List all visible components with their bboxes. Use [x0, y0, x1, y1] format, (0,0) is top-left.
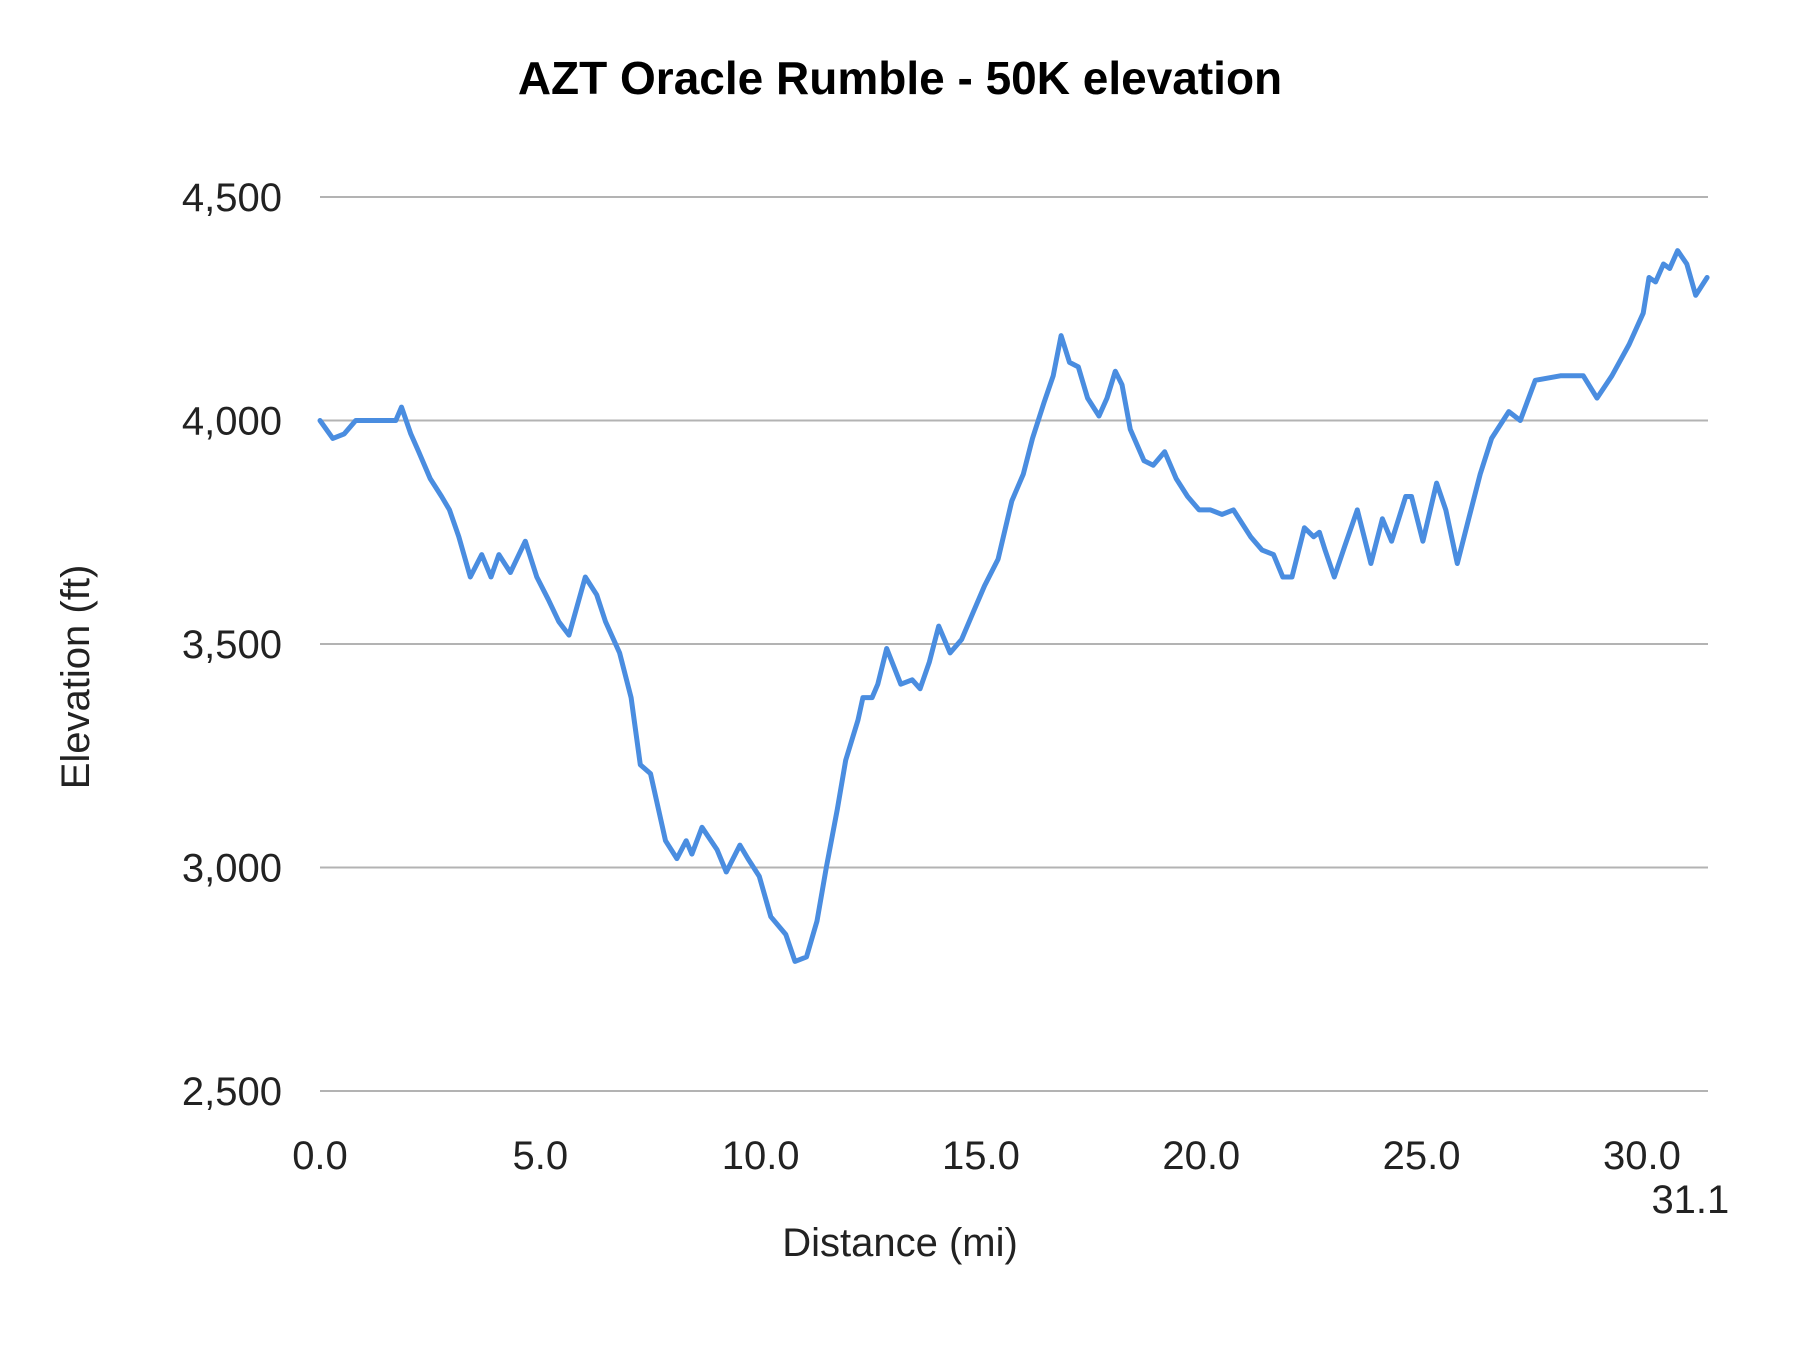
elevation-line — [317, 248, 1710, 964]
x-tick-label: 20.0 — [1162, 1134, 1240, 1178]
x-tick-label: 0.0 — [292, 1134, 348, 1178]
chart-title: AZT Oracle Rumble - 50K elevation — [518, 52, 1282, 104]
x-tick-label: 10.0 — [722, 1134, 800, 1178]
gridlines — [320, 196, 1708, 1092]
y-axis-ticks: 4,500 4,000 3,500 3,000 2,500 — [182, 176, 282, 1114]
x-tick-label: 30.0 — [1603, 1134, 1681, 1178]
y-tick-label: 3,500 — [182, 623, 282, 667]
x-tick-label: 25.0 — [1383, 1134, 1461, 1178]
y-tick-label: 2,500 — [182, 1070, 282, 1114]
x-tick-label: 15.0 — [942, 1134, 1020, 1178]
x-axis-ticks: 0.0 5.0 10.0 15.0 20.0 25.0 30.031.1 — [292, 1134, 1729, 1222]
x-axis-label: Distance (mi) — [782, 1221, 1018, 1265]
y-tick-label: 4,500 — [182, 176, 282, 220]
y-tick-label: 4,000 — [182, 400, 282, 444]
y-axis-label: Elevation (ft) — [54, 565, 98, 790]
x-tick-label: 31.1 — [1651, 1178, 1729, 1222]
y-tick-label: 3,000 — [182, 847, 282, 891]
x-tick-label: 5.0 — [513, 1134, 569, 1178]
